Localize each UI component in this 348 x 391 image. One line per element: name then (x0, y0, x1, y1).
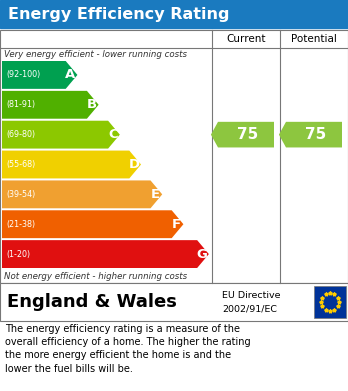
Text: Energy Efficiency Rating: Energy Efficiency Rating (8, 7, 229, 22)
Text: Very energy efficient - lower running costs: Very energy efficient - lower running co… (4, 50, 187, 59)
Text: (21-38): (21-38) (6, 220, 35, 229)
Bar (0, 283, 348, 321)
Polygon shape (2, 210, 183, 238)
Polygon shape (211, 122, 274, 147)
Text: 75: 75 (237, 127, 259, 142)
Text: (69-80): (69-80) (6, 130, 35, 139)
Polygon shape (2, 61, 77, 89)
Text: 75: 75 (306, 127, 327, 142)
Polygon shape (2, 91, 98, 119)
Text: (92-100): (92-100) (6, 70, 40, 79)
Text: (1-20): (1-20) (6, 249, 30, 258)
Bar (0, 30, 348, 283)
Text: (81-91): (81-91) (6, 100, 35, 109)
Bar (0, 0, 348, 28)
Polygon shape (2, 180, 162, 208)
Text: England & Wales: England & Wales (7, 293, 177, 311)
Text: The energy efficiency rating is a measure of the
overall efficiency of a home. T: The energy efficiency rating is a measur… (5, 324, 251, 373)
Text: E: E (151, 188, 160, 201)
Text: G: G (196, 248, 207, 260)
Text: F: F (172, 218, 181, 231)
Text: Potential: Potential (291, 34, 337, 44)
Polygon shape (2, 121, 120, 149)
Text: B: B (87, 98, 97, 111)
Bar (314, 286, 346, 318)
Text: C: C (108, 128, 118, 141)
Text: (55-68): (55-68) (6, 160, 35, 169)
Text: D: D (128, 158, 140, 171)
Polygon shape (279, 122, 342, 147)
Text: A: A (65, 68, 76, 81)
Polygon shape (2, 151, 141, 178)
Text: 2002/91/EC: 2002/91/EC (222, 304, 277, 313)
Text: EU Directive: EU Directive (222, 291, 280, 300)
Text: (39-54): (39-54) (6, 190, 35, 199)
Text: Current: Current (226, 34, 266, 44)
Polygon shape (2, 240, 209, 268)
Text: Not energy efficient - higher running costs: Not energy efficient - higher running co… (4, 272, 187, 281)
